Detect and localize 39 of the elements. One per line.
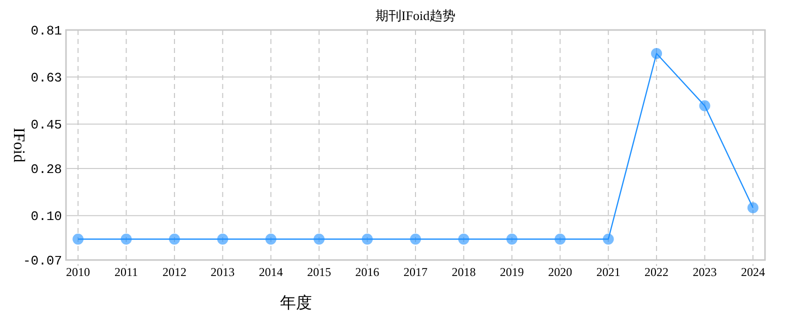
point (265, 234, 276, 245)
point (120, 234, 132, 245)
point (458, 234, 470, 245)
point (506, 234, 518, 245)
x-tick-label: 2014 (258, 265, 283, 279)
point (747, 202, 758, 214)
point (168, 234, 180, 245)
y-axis-title: IFoid (10, 128, 27, 162)
y-tick-label: 0.81 (30, 24, 62, 39)
point (410, 234, 421, 245)
y-tick-label: 0.63 (30, 70, 62, 86)
x-tick-label: 2021 (596, 265, 620, 279)
x-axis-title: 年度 (280, 294, 312, 312)
point (699, 100, 710, 112)
chart-title: 期刊IFoid趋势 (375, 8, 456, 23)
x-tick-label: 2016 (355, 265, 380, 279)
point (72, 234, 84, 245)
y-tick-label: 0.10 (30, 209, 62, 224)
x-tick-label: 2024 (740, 265, 765, 279)
point (651, 48, 662, 60)
y-tick-label: -0.07 (22, 254, 62, 269)
x-tick-label: 2019 (500, 265, 524, 279)
x-tick-label: 2010 (66, 265, 90, 279)
x-tick-label: 2013 (210, 265, 235, 279)
x-tick-label: 2011 (114, 265, 138, 279)
x-tick-label: 2023 (692, 265, 717, 279)
x-tick-label: 2017 (404, 265, 428, 279)
point (362, 234, 373, 245)
point (554, 234, 566, 245)
x-tick-label: 2020 (548, 265, 572, 279)
x-tick-label: 2018 (452, 265, 476, 279)
y-tick-label: 0.45 (30, 118, 62, 133)
y-tick-label: 0.28 (30, 162, 62, 178)
x-tick-label: 2015 (307, 265, 332, 279)
point (217, 234, 228, 245)
point (602, 234, 614, 245)
x-tick-label: 2012 (162, 265, 186, 279)
point (314, 234, 325, 245)
x-tick-label: 2022 (644, 265, 669, 279)
